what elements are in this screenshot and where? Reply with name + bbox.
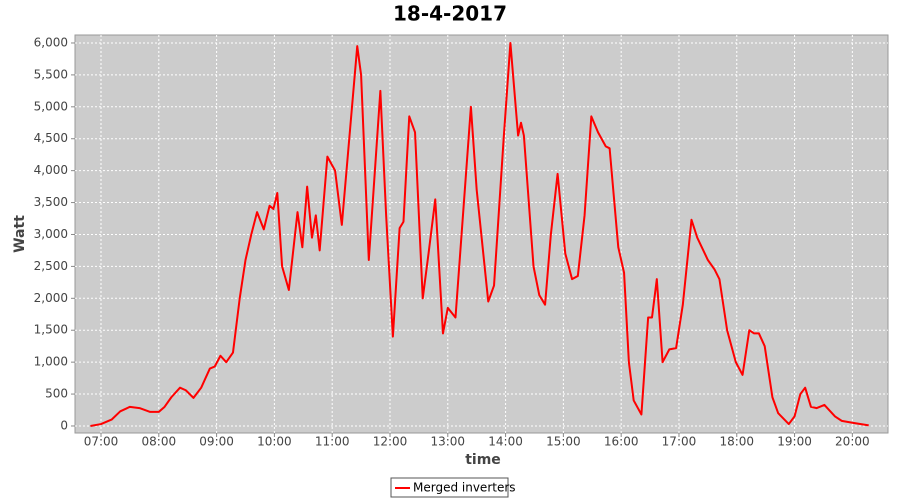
y-tick-label: 5,500: [34, 67, 68, 81]
y-tick-label: 2,500: [34, 259, 68, 273]
y-tick-label: 0: [60, 418, 68, 432]
x-tick-label: 19:00: [777, 435, 812, 449]
data-line: [90, 41, 869, 427]
y-axis-label: Watt: [12, 215, 28, 253]
x-tick-label: 13:00: [430, 435, 465, 449]
y-tick-label: 6,000: [34, 35, 68, 49]
x-axis-label: time: [465, 452, 501, 468]
legend: [390, 477, 509, 498]
y-tick-label: 1,500: [34, 323, 68, 337]
y-tick-label: 3,500: [34, 195, 68, 209]
x-tick-label: 07:00: [84, 435, 119, 449]
x-tick-label: 14:00: [488, 435, 523, 449]
legend-label: Merged inverters: [413, 481, 516, 495]
x-tick-label: 08:00: [142, 435, 177, 449]
y-tick-label: 1,000: [34, 355, 68, 369]
x-tick-label: 20:00: [835, 435, 870, 449]
y-tick-label: 5,000: [34, 99, 68, 113]
x-tick-label: 11:00: [315, 435, 350, 449]
x-tick-label: 16:00: [604, 435, 639, 449]
x-tick-label: 18:00: [719, 435, 754, 449]
y-tick-label: 4,000: [34, 163, 68, 177]
chart-title: 18-4-2017: [393, 2, 507, 26]
y-tick-label: 4,500: [34, 131, 68, 145]
y-tick-label: 3,000: [34, 227, 68, 241]
y-tick-label: 500: [45, 387, 68, 401]
x-tick-label: 15:00: [546, 435, 581, 449]
x-tick-label: 12:00: [373, 435, 408, 449]
y-tick-label: 2,000: [34, 291, 68, 305]
x-tick-label: 10:00: [257, 435, 292, 449]
x-tick-label: 17:00: [662, 435, 697, 449]
x-tick-label: 09:00: [199, 435, 234, 449]
